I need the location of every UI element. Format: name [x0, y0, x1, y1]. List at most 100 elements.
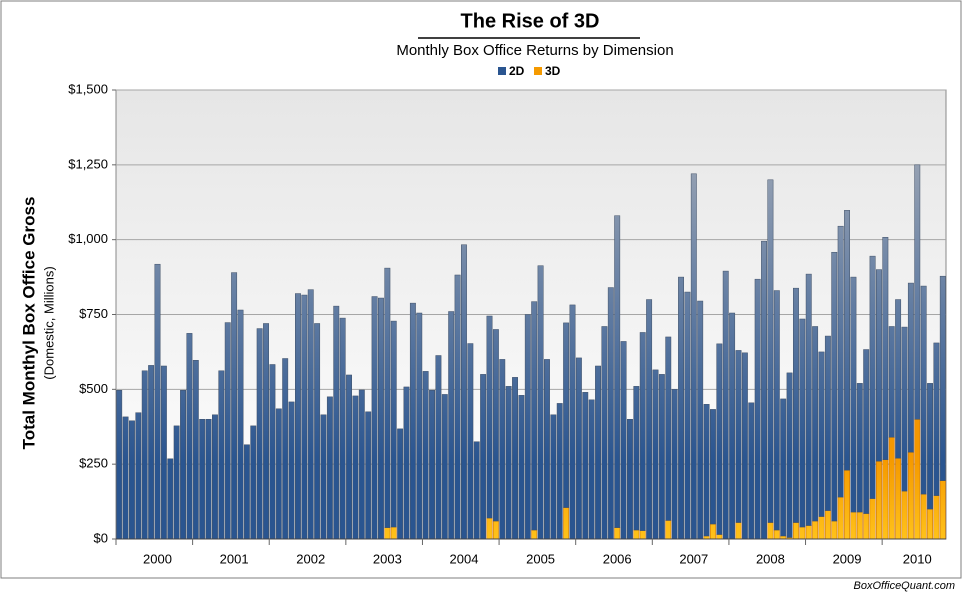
- bar: [786, 372, 793, 538]
- bar: [805, 273, 812, 526]
- bar: [397, 428, 404, 540]
- bar: [218, 370, 225, 540]
- bar: [888, 436, 895, 540]
- bar: [920, 285, 927, 495]
- bar: [154, 263, 161, 540]
- bar: [314, 323, 321, 540]
- x-tick-label: 2001: [220, 551, 249, 566]
- bar: [275, 408, 282, 540]
- bar: [639, 332, 646, 531]
- bar: [710, 409, 716, 525]
- x-tick-label: 2004: [450, 551, 479, 566]
- bar: [122, 416, 129, 540]
- bar: [435, 355, 442, 540]
- bar: [863, 349, 870, 514]
- bar: [895, 457, 902, 540]
- bar: [537, 265, 544, 540]
- bar: [441, 394, 448, 540]
- x-tick-label: 2007: [679, 551, 708, 566]
- bar: [205, 419, 212, 540]
- bar: [748, 402, 755, 540]
- bar: [620, 341, 627, 540]
- bar: [933, 342, 940, 496]
- bar: [716, 534, 723, 540]
- bar: [352, 395, 359, 540]
- bar: [914, 164, 921, 420]
- bar: [812, 520, 819, 540]
- bar: [186, 333, 193, 540]
- bar: [780, 398, 787, 537]
- bar: [767, 522, 774, 540]
- bar: [907, 282, 914, 453]
- bar: [907, 451, 914, 540]
- bar: [326, 396, 333, 540]
- bar: [384, 267, 391, 528]
- bar: [818, 516, 825, 540]
- bar: [544, 359, 550, 540]
- bar: [141, 370, 148, 540]
- bar: [486, 315, 493, 519]
- bar: [773, 290, 780, 531]
- legend-label: 2D: [509, 64, 525, 78]
- bar: [384, 527, 391, 540]
- bar: [933, 495, 940, 540]
- bar: [710, 523, 716, 540]
- bar: [607, 287, 614, 540]
- bar: [639, 530, 646, 540]
- chart-subtitle: Monthly Box Office Returns by Dimension: [396, 42, 673, 59]
- x-tick-label: 2005: [526, 551, 555, 566]
- bar: [869, 498, 876, 540]
- bar: [729, 312, 736, 540]
- y-axis-label: Total Monthyl Box Office Gross: [19, 197, 38, 450]
- bar: [467, 343, 474, 540]
- bar: [301, 294, 308, 540]
- bar: [365, 411, 372, 540]
- bar: [850, 276, 857, 513]
- bar: [614, 527, 621, 540]
- bar: [563, 322, 570, 508]
- bar: [646, 299, 653, 540]
- bar: [856, 511, 863, 540]
- bar: [895, 299, 902, 459]
- bar: [824, 510, 831, 540]
- bar: [844, 469, 850, 540]
- bar: [129, 420, 135, 540]
- bar: [212, 414, 218, 540]
- bar: [243, 444, 250, 540]
- bar: [876, 460, 882, 540]
- y-tick-label: $1,000: [68, 231, 108, 246]
- bar: [473, 441, 480, 540]
- bar: [665, 520, 672, 540]
- y-tick-label: $1,500: [68, 81, 108, 96]
- legend-label: 3D: [545, 64, 561, 78]
- bar: [882, 459, 889, 540]
- legend-swatch: [534, 67, 542, 75]
- bar: [927, 508, 933, 540]
- bar: [920, 493, 927, 540]
- bar: [633, 529, 640, 540]
- bar: [799, 526, 806, 540]
- bar: [627, 419, 633, 540]
- bar: [492, 520, 499, 540]
- bar: [876, 269, 882, 462]
- bar: [116, 389, 123, 540]
- bar: [595, 365, 601, 540]
- bar: [735, 350, 742, 523]
- bar: [697, 300, 704, 540]
- bar: [263, 323, 269, 540]
- bar: [269, 364, 276, 540]
- bar: [856, 383, 863, 513]
- bar: [671, 389, 678, 540]
- bar: [346, 374, 352, 540]
- bar: [888, 326, 895, 438]
- bar: [371, 296, 378, 540]
- bar: [716, 343, 723, 535]
- bar: [461, 244, 467, 540]
- bar: [914, 419, 921, 540]
- bar: [339, 317, 346, 540]
- bar: [224, 322, 231, 540]
- bar: [518, 395, 525, 540]
- bar: [658, 374, 665, 540]
- bar: [754, 278, 761, 540]
- bar: [333, 305, 340, 540]
